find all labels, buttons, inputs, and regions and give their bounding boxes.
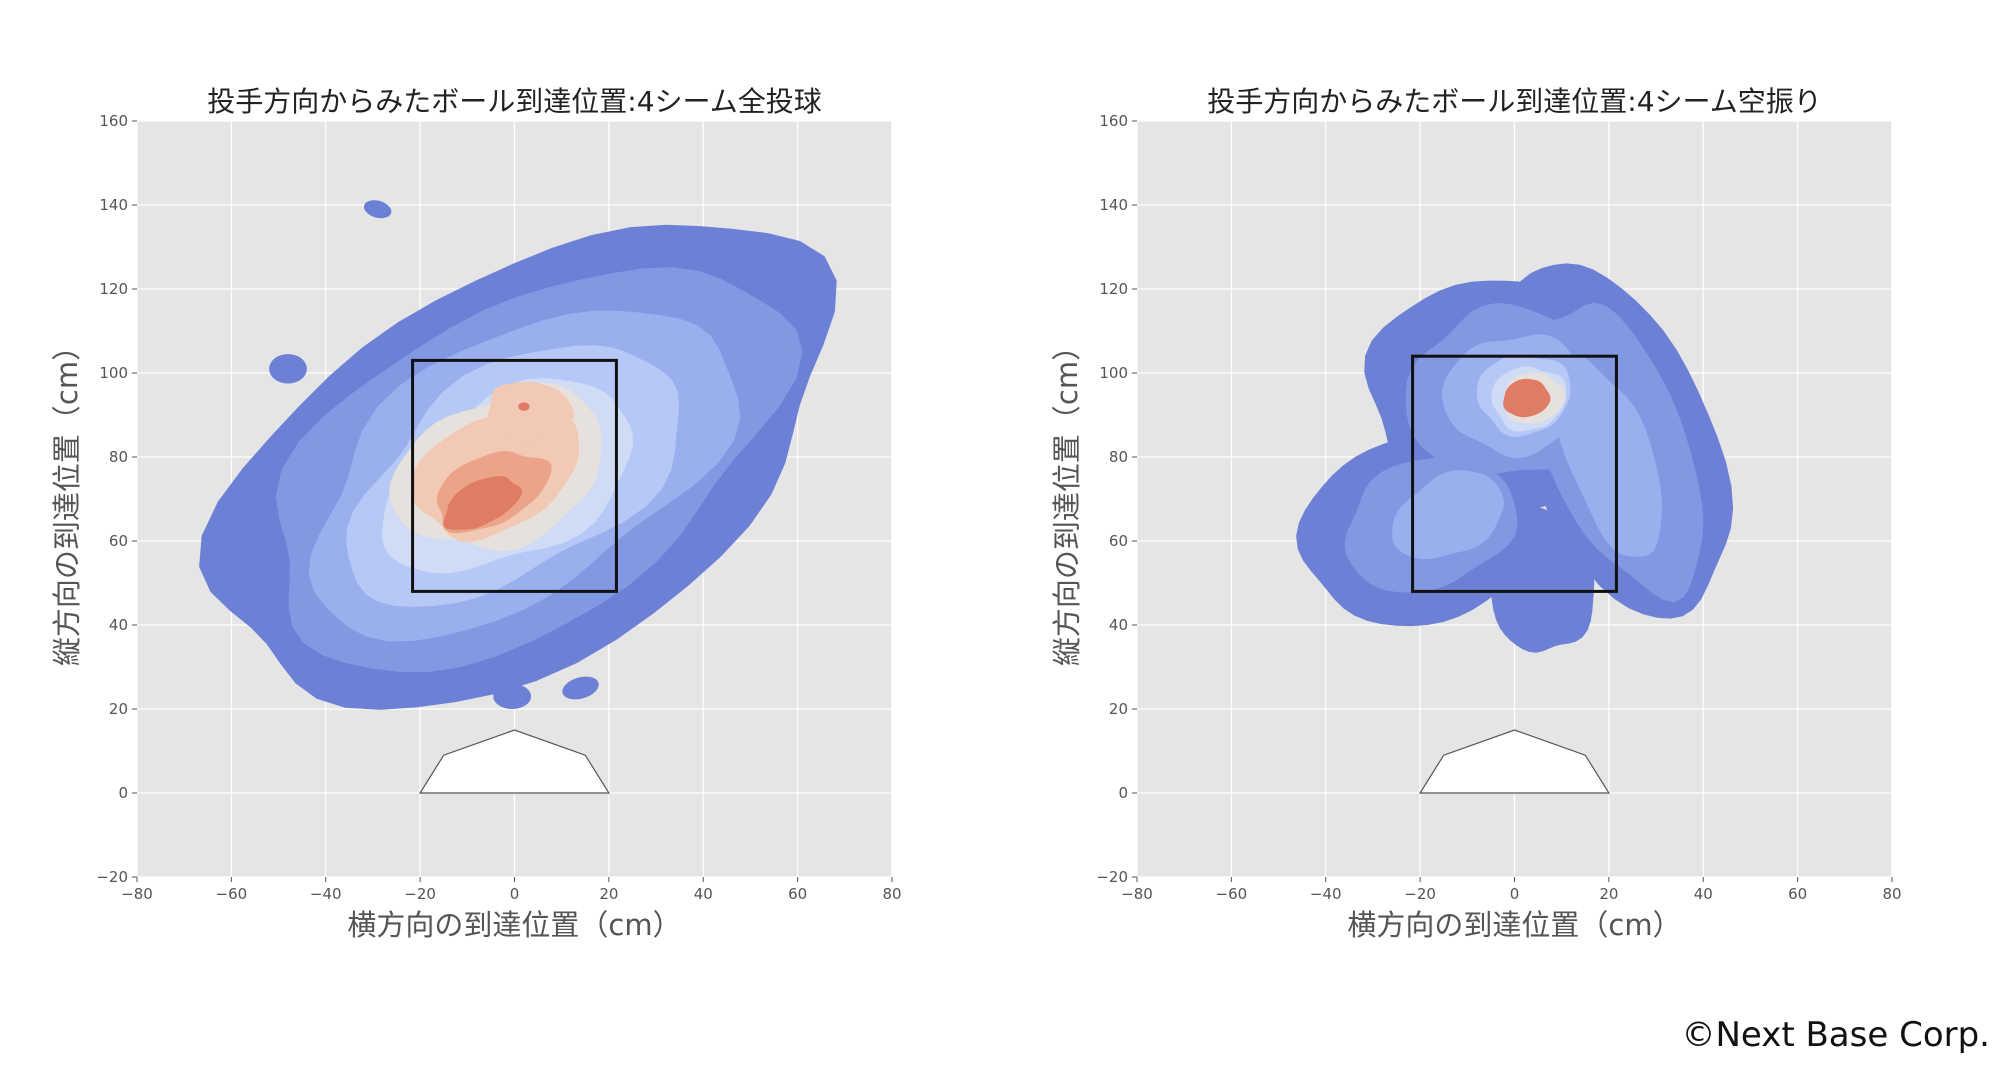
x-tick-label: 40	[694, 885, 713, 903]
x-axis-label: 横方向の到達位置（cm）	[1347, 908, 1681, 942]
x-tick-label: −60	[1216, 885, 1248, 903]
y-tick-label: 120	[1099, 280, 1128, 298]
density-contour-level-0	[562, 676, 599, 700]
y-tick-label: 160	[1099, 112, 1128, 130]
x-tick-label: −40	[1310, 885, 1342, 903]
x-tick-label: 0	[510, 885, 520, 903]
y-axis-label: 縦方向の到達位置（cm）	[50, 332, 84, 666]
density-contour-level-2	[1392, 470, 1504, 560]
y-tick-label: 60	[1109, 532, 1128, 550]
chart-title: 投手方向からみたボール到達位置:4シーム全投球	[207, 85, 821, 118]
x-tick-label: −80	[121, 885, 153, 903]
home-plate	[1419, 729, 1610, 794]
density-contour-level-6	[487, 381, 575, 441]
density-contour-level-0	[493, 683, 531, 709]
y-tick-label: 160	[99, 112, 128, 130]
density-contour-level-2	[1552, 355, 1662, 557]
density-contours	[199, 200, 837, 710]
chart-left: −80 −60 −40 −20 0 20 40 60 80 −20 0 20 40 60 80 100 120 1…	[0, 0, 1000, 1000]
density-contour-level-8	[518, 402, 530, 411]
x-axis-label: 横方向の到達位置（cm）	[347, 908, 681, 942]
x-tick-label: 40	[1694, 885, 1713, 903]
y-axis-label: 縦方向の到達位置（cm）	[1050, 332, 1084, 666]
x-tick-label: −60	[216, 885, 248, 903]
density-contour-level-0	[1490, 507, 1595, 653]
x-tick-label: 60	[1788, 885, 1807, 903]
x-tick-label: −20	[1404, 885, 1436, 903]
copyright-text: ©Next Base Corp.	[1681, 1015, 1990, 1055]
density-contour-level-0	[364, 200, 392, 219]
y-tick-label: 20	[1109, 700, 1128, 718]
x-tick-label: −40	[310, 885, 342, 903]
density-contour-level-0	[269, 354, 307, 384]
y-tick-label: 0	[1118, 784, 1128, 802]
y-tick-label: 140	[99, 196, 128, 214]
x-tick-label: 80	[1882, 885, 1901, 903]
x-tick-label: 0	[1510, 885, 1520, 903]
home-plate	[419, 729, 610, 794]
y-tick-label: −20	[1096, 868, 1128, 886]
density-contours	[1296, 263, 1734, 653]
y-tick-label: −20	[96, 868, 128, 886]
x-tick-label: −20	[404, 885, 436, 903]
y-tick-label: 80	[1109, 448, 1128, 466]
y-tick-label: 140	[1099, 196, 1128, 214]
density-contour-level-8	[1503, 378, 1551, 418]
y-tick-label: 100	[1099, 364, 1128, 382]
strike-zone	[1411, 354, 1618, 593]
x-tick-label: 80	[882, 885, 901, 903]
x-tick-label: −80	[1121, 885, 1153, 903]
chart-title: 投手方向からみたボール到達位置:4シーム空振り	[1207, 85, 1821, 118]
strike-zone	[411, 358, 618, 593]
y-tick-label: 0	[118, 784, 128, 802]
y-tick-label: 40	[1109, 616, 1128, 634]
y-tick-label: 40	[109, 616, 128, 634]
y-tick-label: 20	[109, 700, 128, 718]
y-tick-label: 80	[109, 448, 128, 466]
chart-right-svg: −80 −60 −40 −20 0 20 40 60 80 −20 0 20 40 60 80 100 120 1…	[1050, 85, 1902, 942]
chart-right: −80 −60 −40 −20 0 20 40 60 80 −20 0 20 40 60 80 100 120 1…	[1000, 0, 2000, 1000]
x-tick-label: 60	[788, 885, 807, 903]
chart-left-svg: −80 −60 −40 −20 0 20 40 60 80 −20 0 20 40 60 80 100 120 1…	[50, 85, 902, 942]
density-contour-level-8	[443, 476, 523, 530]
x-tick-label: 20	[1599, 885, 1618, 903]
y-tick-label: 60	[109, 532, 128, 550]
y-tick-label: 100	[99, 364, 128, 382]
y-tick-label: 120	[99, 280, 128, 298]
x-tick-label: 20	[599, 885, 618, 903]
